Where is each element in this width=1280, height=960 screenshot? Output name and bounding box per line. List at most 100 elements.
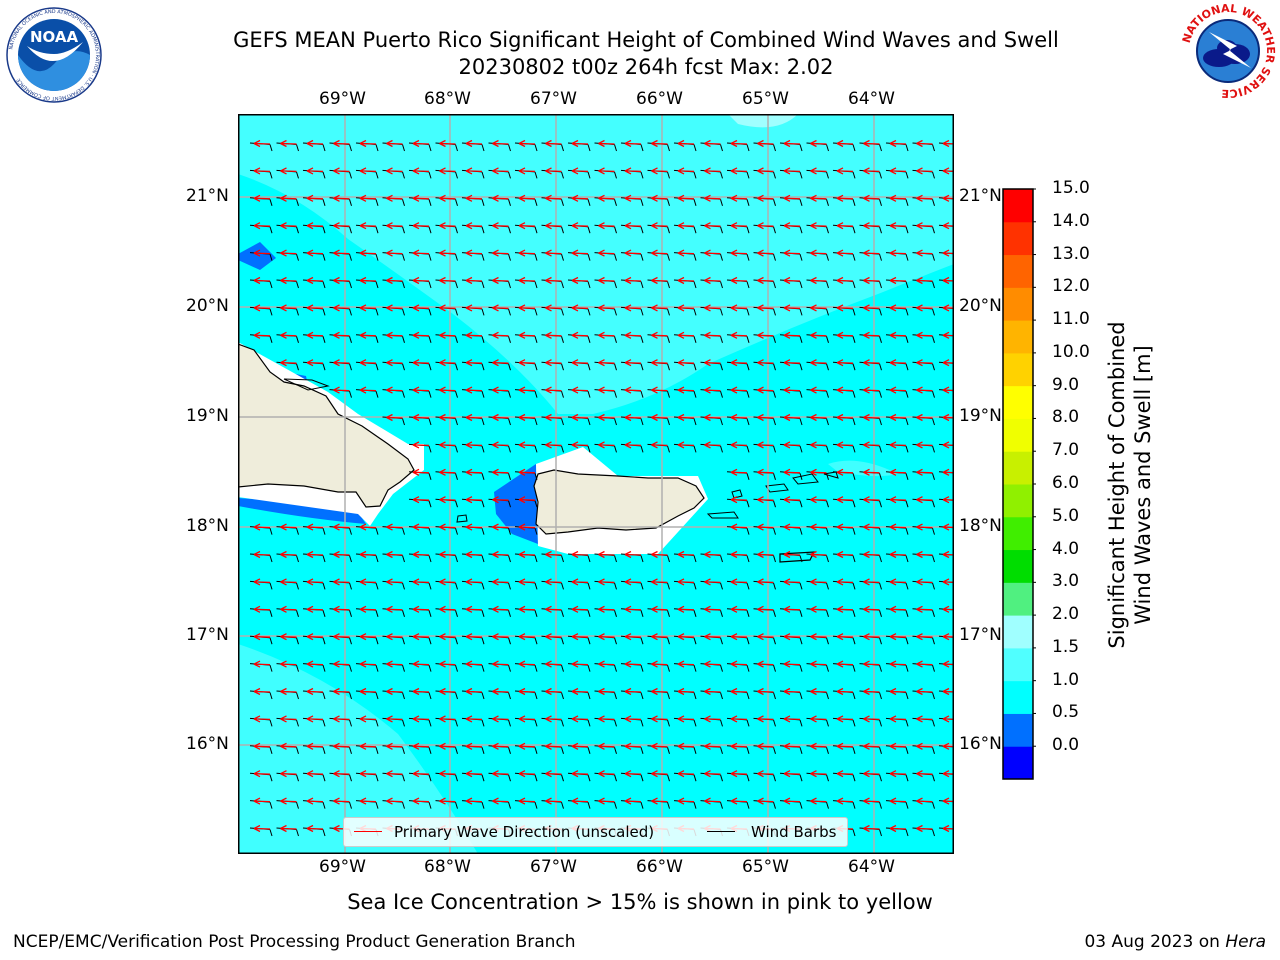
wave-direction-arrow [651, 715, 668, 723]
wave-direction-arrow [412, 633, 430, 641]
wave-direction-arrow [253, 276, 271, 285]
wave-direction-arrow [412, 304, 430, 312]
wave-direction-arrow [730, 413, 748, 422]
wave-direction-arrow [783, 523, 801, 531]
wave-direction-arrow [598, 386, 615, 394]
wave-direction-arrow [439, 194, 456, 202]
wave-direction-arrow [810, 742, 827, 750]
wave-direction-arrow [545, 194, 562, 202]
wave-direction-arrow [730, 715, 748, 723]
wave-direction-arrow [730, 687, 748, 696]
wave-direction-arrow [492, 139, 509, 148]
wave-direction-arrow [624, 715, 642, 723]
wave-direction-arrow [836, 687, 854, 696]
wave-direction-arrow [465, 331, 483, 339]
wave-direction-arrow [889, 413, 907, 422]
wave-direction-arrow [704, 249, 721, 257]
wave-direction-arrow [280, 550, 297, 559]
wave-direction-arrow [492, 304, 509, 312]
wave-direction-arrow [518, 222, 536, 230]
map-border [238, 114, 954, 854]
wave-direction-arrow [439, 331, 456, 339]
wave-direction-arrow [624, 167, 642, 175]
wave-direction-arrow [412, 359, 430, 367]
colorbar-tick-label: 1.0 [1052, 669, 1080, 690]
wave-direction-arrow [253, 633, 271, 641]
wave-direction-arrow [810, 331, 827, 339]
wave-direction-arrow [545, 222, 562, 230]
wave-direction-arrow [518, 797, 536, 805]
sea-field-dark-patch-3 [238, 498, 366, 524]
wave-direction-arrow [757, 770, 774, 778]
wave-direction-arrow [624, 797, 642, 805]
wave-direction-arrow [439, 660, 456, 668]
wave-direction-arrow [492, 715, 509, 723]
wave-direction-arrow [386, 167, 403, 175]
wave-direction-arrow [333, 359, 350, 367]
wave-direction-arrow [598, 797, 615, 805]
wave-direction-arrow [757, 276, 774, 285]
wave-direction-arrow [836, 715, 854, 723]
wave-direction-arrow [571, 441, 589, 449]
wave-direction-arrow [783, 222, 801, 230]
wave-direction-arrow [916, 167, 933, 175]
wave-direction-arrow [757, 249, 774, 257]
wave-direction-arrow [386, 194, 403, 202]
wave-direction-arrow [916, 139, 933, 148]
wave-direction-arrow [942, 194, 954, 202]
wave-direction-arrow [333, 687, 350, 696]
wave-direction-arrow [730, 633, 748, 641]
colorbar [1002, 188, 1036, 780]
wave-direction-arrow [280, 331, 297, 339]
wave-direction-arrow [942, 523, 954, 531]
wave-direction-arrow [677, 331, 695, 339]
wave-direction-arrow [810, 578, 827, 586]
wave-direction-arrow [598, 194, 615, 202]
wave-direction-arrow [465, 605, 483, 613]
wave-direction-arrow [836, 386, 854, 394]
wave-direction-arrow [942, 468, 954, 476]
wave-direction-arrow [916, 359, 933, 367]
wave-direction-arrow [465, 770, 483, 778]
wave-direction-arrow [836, 660, 854, 668]
wave-direction-arrow [598, 550, 615, 559]
wave-direction-arrow [677, 304, 695, 312]
wave-direction-arrow [942, 304, 954, 312]
wave-direction-arrow [651, 660, 668, 668]
wave-direction-arrow [492, 496, 509, 504]
wave-direction-arrow [942, 797, 954, 805]
wave-direction-arrow [386, 523, 403, 531]
wave-direction-arrow [545, 413, 562, 422]
wave-direction-arrow [412, 687, 430, 696]
wave-direction-arrow [942, 687, 954, 696]
wave-direction-arrow [677, 715, 695, 723]
wave-direction-arrow [942, 578, 954, 586]
wave-direction-arrow [624, 633, 642, 641]
wave-direction-arrow [465, 468, 483, 476]
wave-direction-arrow [545, 550, 562, 559]
wave-direction-arrow [253, 687, 271, 696]
wave-direction-arrow [545, 715, 562, 723]
wave-direction-arrow [571, 249, 589, 257]
lon-label-bottom-64: 64°W [848, 857, 895, 877]
colorbar-tick-label: 15.0 [1052, 178, 1090, 198]
wave-direction-arrow [783, 249, 801, 257]
wave-direction-arrow [598, 139, 615, 148]
wave-direction-arrow [889, 742, 907, 750]
wave-direction-arrow [810, 550, 827, 559]
wave-direction-arrow [863, 276, 880, 285]
wave-direction-arrow [518, 167, 536, 175]
wave-direction-arrow [253, 605, 271, 613]
wave-direction-arrow [942, 276, 954, 285]
wave-direction-arrow [624, 359, 642, 367]
wave-direction-arrow [465, 523, 483, 531]
wave-direction-arrow [280, 742, 297, 750]
wave-direction-arrow [412, 167, 430, 175]
wave-direction-arrow [492, 687, 509, 696]
wave-direction-arrow [916, 605, 933, 613]
wave-direction-arrow [359, 222, 377, 230]
wave-direction-arrow [624, 304, 642, 312]
noaa-logo-text: NOAA [30, 28, 79, 46]
wave-direction-arrow [863, 496, 880, 504]
map-legend: Primary Wave Direction (unscaled) Wind B… [343, 817, 848, 847]
